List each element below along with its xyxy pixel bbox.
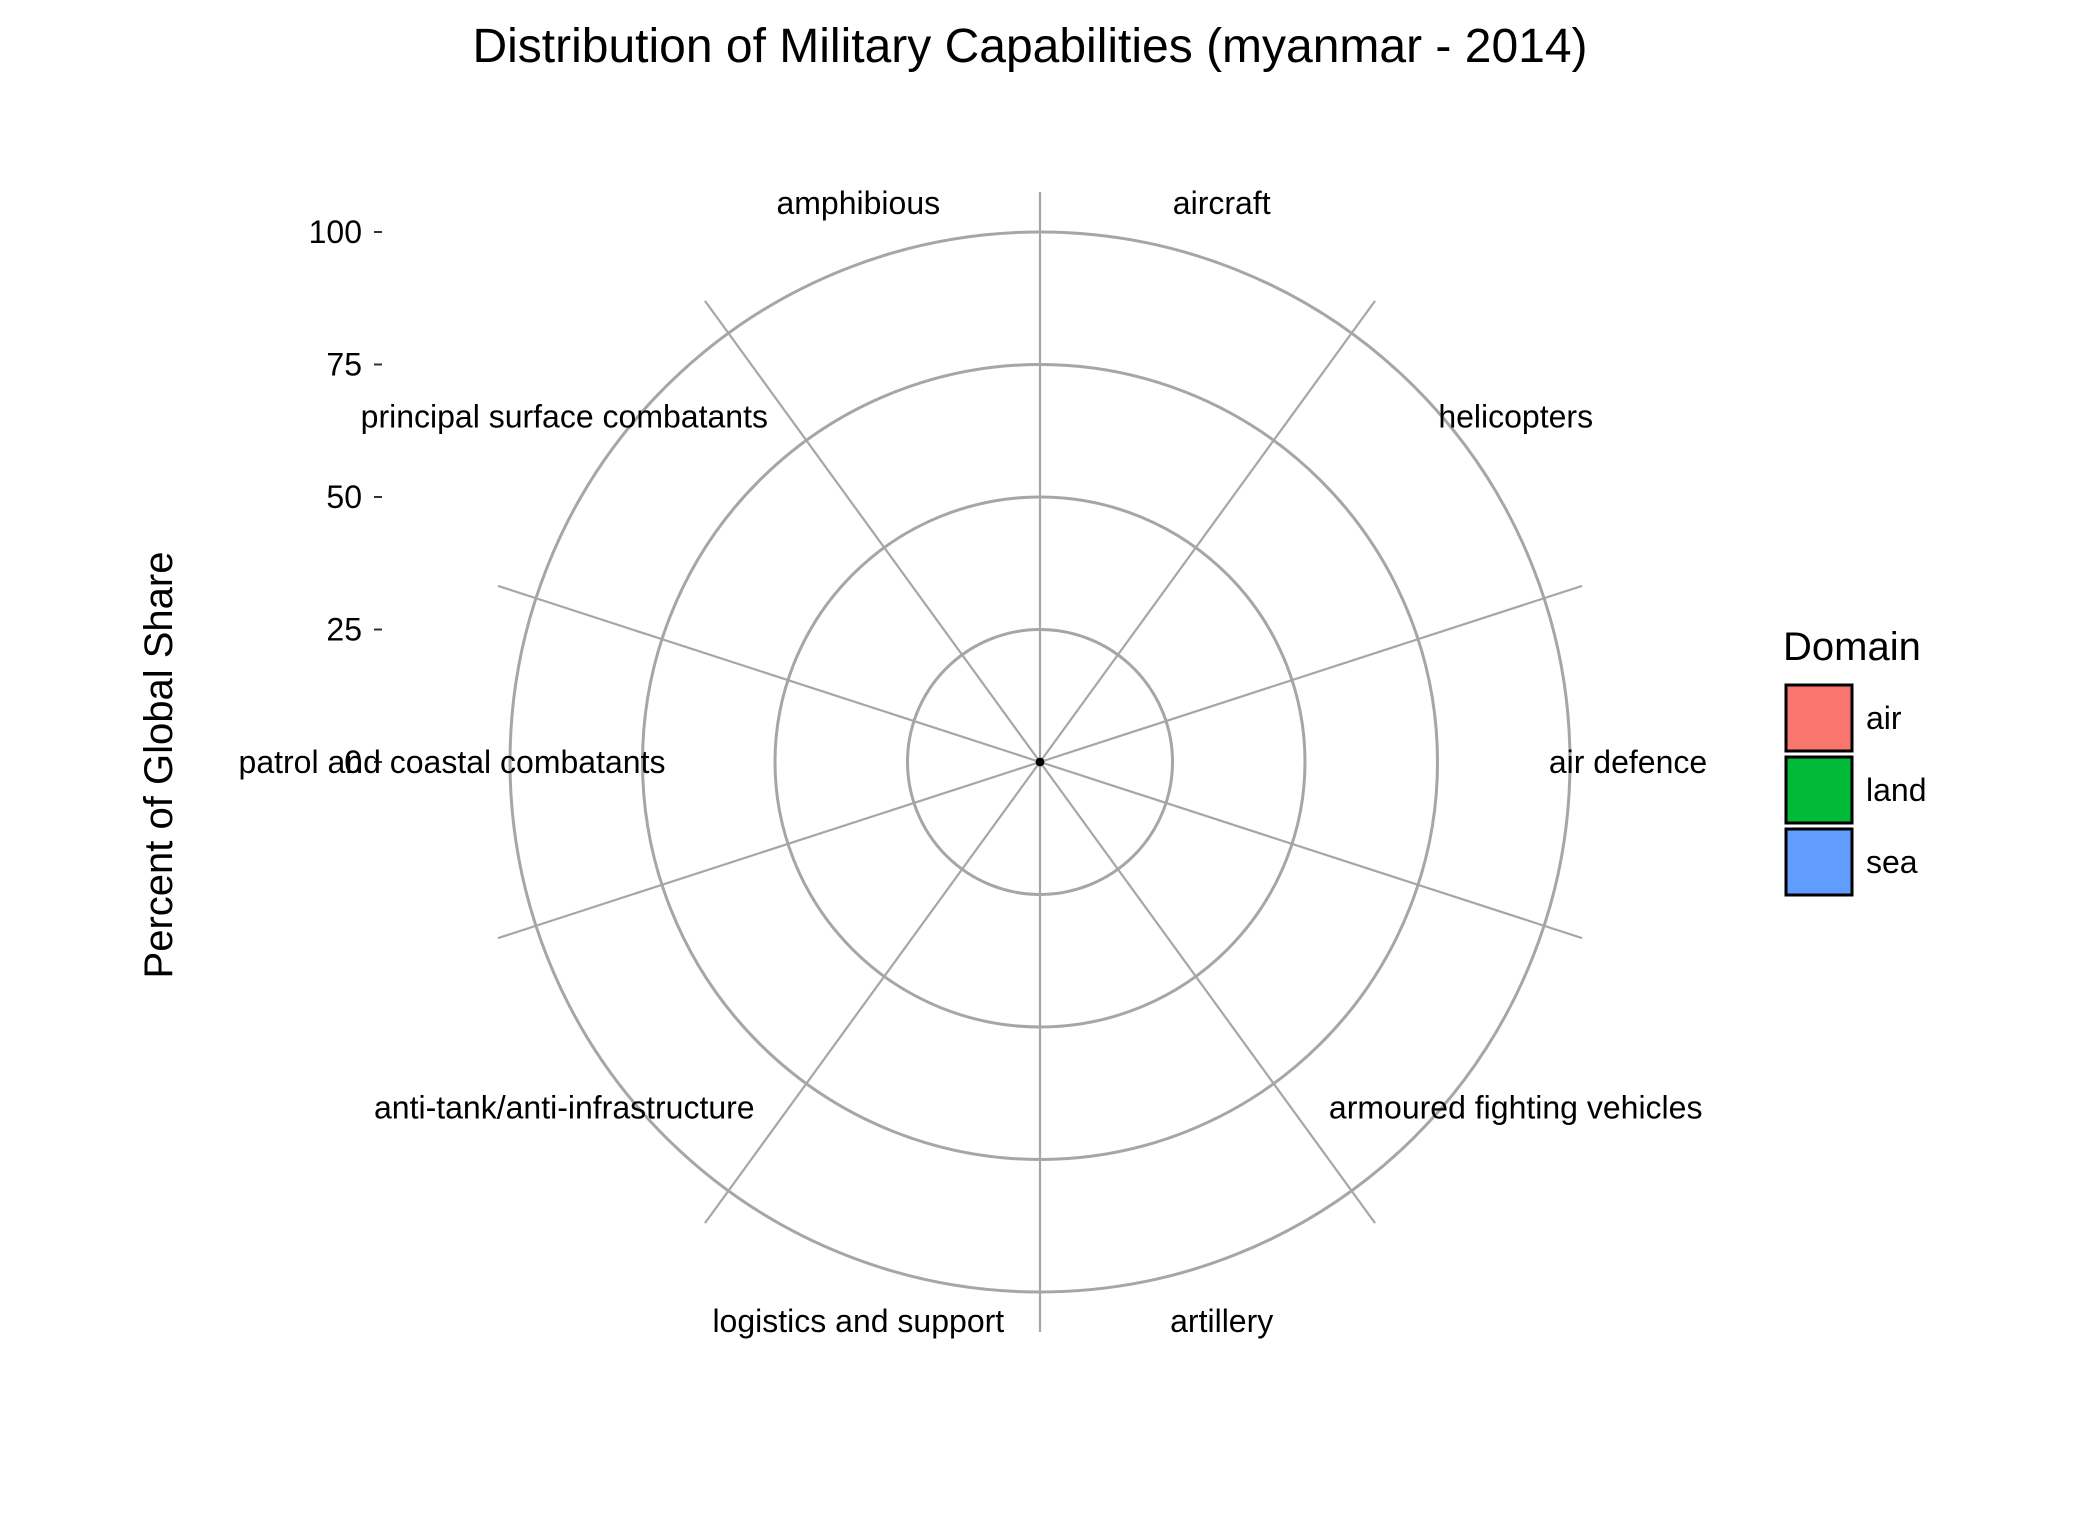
- legend-key-air: [1784, 683, 1854, 753]
- legend: Domain air land sea: [1783, 625, 1927, 897]
- grid-spoke: [1039, 584, 1583, 764]
- grid-spoke: [704, 761, 1041, 1224]
- y-axis-label: Percent of Global Share: [137, 552, 181, 979]
- y-axis: 0 25 50 75 100: [309, 214, 382, 780]
- category-labels: aircraft helicopters air defence armoured f…: [239, 185, 1708, 1339]
- category-label: patrol and coastal combatants: [239, 744, 666, 780]
- y-tick-label: 0: [344, 744, 362, 780]
- grid-spoke: [497, 760, 1041, 940]
- grid-spoke: [1039, 761, 1376, 1224]
- category-label: armoured fighting vehicles: [1329, 1090, 1703, 1126]
- legend-key-land: [1784, 755, 1854, 825]
- grid-spoke: [1039, 760, 1583, 940]
- category-label: air defence: [1549, 744, 1707, 780]
- grid-spokes: [497, 192, 1583, 1332]
- category-label: amphibious: [776, 185, 940, 221]
- legend-title: Domain: [1783, 625, 1921, 669]
- category-label: aircraft: [1173, 185, 1271, 221]
- category-label: anti-tank/anti-infrastructure: [374, 1090, 755, 1126]
- legend-key-sea: [1784, 827, 1854, 897]
- category-label: logistics and support: [712, 1303, 1004, 1339]
- y-tick-label: 25: [326, 612, 362, 648]
- data-bars: [1035, 757, 1045, 767]
- category-label: principal surface combatants: [361, 398, 768, 434]
- y-tick-label: 50: [326, 479, 362, 515]
- grid-spoke: [497, 584, 1041, 764]
- grid-spoke: [704, 300, 1041, 763]
- chart-title: Distribution of Military Capabilities (m…: [472, 20, 1587, 73]
- legend-label: sea: [1866, 844, 1918, 880]
- grid-spoke: [1039, 300, 1376, 763]
- category-label: helicopters: [1438, 398, 1593, 434]
- y-tick-label: 75: [326, 347, 362, 383]
- legend-label: land: [1866, 772, 1927, 808]
- y-tick-label: 100: [309, 214, 362, 250]
- category-label: artillery: [1170, 1303, 1273, 1339]
- legend-label: air: [1866, 700, 1902, 736]
- bar-amphibious: [1036, 757, 1042, 767]
